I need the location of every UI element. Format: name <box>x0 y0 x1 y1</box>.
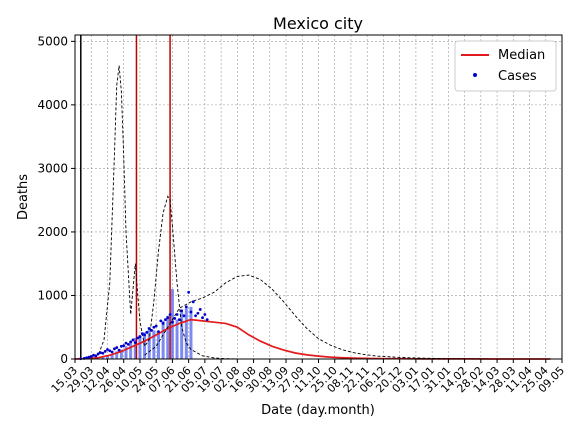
case-point <box>201 316 204 320</box>
case-point <box>126 342 130 346</box>
case-point <box>177 318 181 322</box>
case-bar <box>147 327 151 359</box>
case-point <box>180 309 184 313</box>
case-point <box>154 324 158 328</box>
case-point <box>138 335 142 339</box>
y-tick-label: 1000 <box>37 288 68 302</box>
case-bar <box>189 306 193 359</box>
case-point <box>108 349 112 353</box>
case-point <box>85 356 88 360</box>
y-axis: 0 1000 2000 3000 4000 5000 <box>37 34 75 366</box>
case-point <box>173 316 177 320</box>
case-point <box>122 344 126 348</box>
case-point <box>117 348 121 352</box>
y-axis-label: Deaths <box>16 174 31 220</box>
case-point <box>198 308 202 311</box>
case-bar <box>156 332 160 359</box>
dashed-curve <box>144 274 516 360</box>
case-point <box>189 310 193 314</box>
case-point <box>103 349 107 353</box>
chart-title: Mexico city <box>273 14 363 33</box>
case-bar <box>119 349 123 359</box>
case-point <box>166 316 170 320</box>
x-axis-label: Date (day.month) <box>261 403 375 418</box>
case-point <box>150 329 153 332</box>
case-point <box>124 341 128 345</box>
case-point <box>152 325 156 329</box>
case-point <box>140 332 144 335</box>
case-point <box>89 355 93 358</box>
case-point <box>96 352 100 356</box>
y-tick-label: 3000 <box>37 161 68 175</box>
case-bar <box>115 351 119 359</box>
case-bar <box>166 315 170 359</box>
case-bar <box>184 308 188 359</box>
case-bar <box>105 355 109 359</box>
case-point <box>164 318 167 322</box>
case-bar <box>180 311 184 359</box>
case-point <box>147 327 151 330</box>
case-point <box>182 314 186 318</box>
legend-cases-swatch <box>473 73 477 77</box>
x-axis: 15.0329.0312.0426.0410.0524.0507.0621.06… <box>49 359 567 395</box>
case-point <box>113 347 116 351</box>
legend-median-label: Median <box>498 48 545 63</box>
case-bar <box>110 353 114 359</box>
y-tick-label: 4000 <box>37 98 68 112</box>
case-point <box>168 313 172 316</box>
case-bar <box>124 346 128 359</box>
case-point <box>157 330 160 334</box>
dashed-curve <box>74 65 261 360</box>
case-point <box>196 311 200 315</box>
y-tick-label: 5000 <box>37 34 68 48</box>
case-bar <box>175 319 179 359</box>
case-point <box>115 346 119 349</box>
case-bar <box>161 320 165 359</box>
case-point <box>187 290 191 294</box>
case-point <box>143 333 146 337</box>
case-point <box>171 320 174 324</box>
case-point <box>205 318 209 322</box>
case-point <box>184 305 188 309</box>
case-point <box>136 336 140 340</box>
case-bar <box>129 342 133 359</box>
vertical-lines <box>80 35 171 359</box>
y-tick-label: 2000 <box>37 225 68 239</box>
case-point <box>94 354 98 358</box>
case-point <box>191 300 195 304</box>
case-point <box>129 340 133 344</box>
legend: Median Cases <box>454 40 557 92</box>
case-bar <box>170 289 174 359</box>
case-point <box>99 351 102 355</box>
case-point <box>110 350 114 354</box>
case-point <box>159 319 163 323</box>
case-bar <box>133 338 137 359</box>
case-point <box>145 330 149 334</box>
case-point <box>87 355 91 359</box>
case-point <box>175 313 179 316</box>
cases-points <box>79 290 209 361</box>
case-point <box>92 353 95 357</box>
case-point <box>161 322 165 325</box>
case-point <box>106 348 109 351</box>
case-point <box>119 344 123 348</box>
case-point <box>101 351 105 355</box>
case-bar <box>101 356 105 359</box>
y-tick-label: 0 <box>60 352 68 366</box>
case-point <box>203 313 207 316</box>
legend-cases-label: Cases <box>498 69 537 84</box>
case-point <box>194 314 197 318</box>
case-point <box>133 341 137 344</box>
legend-box <box>454 40 557 92</box>
case-bar <box>152 330 156 359</box>
case-bar <box>138 334 142 359</box>
case-point <box>131 338 135 342</box>
